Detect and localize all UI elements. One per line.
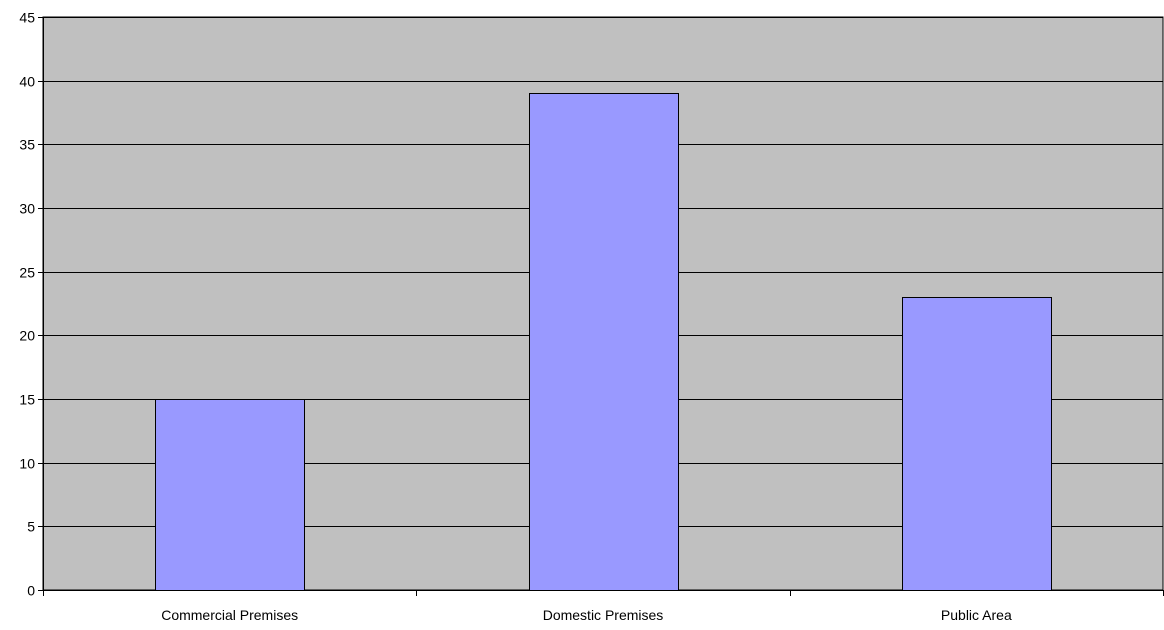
y-tick-label: 40 xyxy=(19,74,35,90)
y-tick-label: 10 xyxy=(19,456,35,472)
bar-commercial-premises xyxy=(155,399,305,591)
x-tick-label: Public Area xyxy=(941,607,1012,623)
y-tick-label: 35 xyxy=(19,137,35,153)
bar-public-area xyxy=(902,297,1052,591)
y-tick-labels: 0 5 10 15 20 25 30 35 40 45 xyxy=(19,10,35,599)
y-tick-label: 0 xyxy=(27,583,35,599)
y-tick-label: 5 xyxy=(27,519,35,535)
bars xyxy=(155,93,1052,591)
y-tick-label: 30 xyxy=(19,201,35,217)
axes xyxy=(38,17,1164,596)
x-tick-labels: Commercial Premises Domestic Premises Publ… xyxy=(161,607,1012,623)
y-tick-label: 15 xyxy=(19,392,35,408)
y-tick-label: 20 xyxy=(19,328,35,344)
x-tick-label: Domestic Premises xyxy=(543,607,664,623)
y-tick-label: 45 xyxy=(19,10,35,26)
bar-domestic-premises xyxy=(529,93,679,591)
x-tick-label: Commercial Premises xyxy=(161,607,298,623)
y-tick-label: 25 xyxy=(19,265,35,281)
